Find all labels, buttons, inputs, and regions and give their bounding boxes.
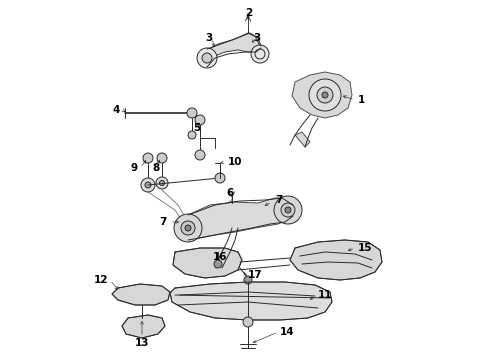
Text: 14: 14 bbox=[280, 327, 294, 337]
Text: 2: 2 bbox=[245, 8, 253, 18]
Text: 12: 12 bbox=[94, 275, 108, 285]
Circle shape bbox=[187, 108, 197, 118]
Text: 9: 9 bbox=[131, 163, 138, 173]
Circle shape bbox=[188, 131, 196, 139]
Text: 7: 7 bbox=[160, 217, 167, 227]
Circle shape bbox=[243, 317, 253, 327]
Circle shape bbox=[322, 92, 328, 98]
Circle shape bbox=[215, 173, 225, 183]
Polygon shape bbox=[122, 315, 165, 338]
Circle shape bbox=[244, 276, 252, 284]
Text: 4: 4 bbox=[113, 105, 120, 115]
Text: 3: 3 bbox=[253, 33, 260, 43]
Text: 11: 11 bbox=[318, 290, 333, 300]
Text: 6: 6 bbox=[226, 188, 234, 198]
Polygon shape bbox=[295, 132, 310, 147]
Text: 16: 16 bbox=[213, 252, 227, 262]
Circle shape bbox=[145, 182, 151, 188]
Circle shape bbox=[181, 221, 195, 235]
Text: 15: 15 bbox=[358, 243, 372, 253]
Text: 3: 3 bbox=[206, 33, 213, 43]
Circle shape bbox=[285, 207, 291, 213]
Polygon shape bbox=[290, 240, 382, 280]
Text: 17: 17 bbox=[248, 270, 263, 280]
Circle shape bbox=[317, 87, 333, 103]
Text: 10: 10 bbox=[228, 157, 243, 167]
Text: 7: 7 bbox=[275, 195, 282, 205]
Circle shape bbox=[309, 79, 341, 111]
Circle shape bbox=[141, 178, 155, 192]
Polygon shape bbox=[292, 72, 352, 118]
Circle shape bbox=[185, 225, 191, 231]
Polygon shape bbox=[207, 33, 260, 66]
Circle shape bbox=[214, 260, 222, 268]
Text: 8: 8 bbox=[152, 163, 159, 173]
Text: 1: 1 bbox=[358, 95, 365, 105]
Circle shape bbox=[195, 150, 205, 160]
Circle shape bbox=[274, 196, 302, 224]
Circle shape bbox=[197, 48, 217, 68]
Polygon shape bbox=[173, 248, 242, 278]
Polygon shape bbox=[185, 198, 295, 240]
Polygon shape bbox=[170, 282, 332, 320]
Circle shape bbox=[143, 153, 153, 163]
Circle shape bbox=[156, 177, 168, 189]
Circle shape bbox=[251, 45, 269, 63]
Circle shape bbox=[174, 214, 202, 242]
Circle shape bbox=[160, 180, 165, 185]
Text: 5: 5 bbox=[193, 123, 200, 133]
Circle shape bbox=[281, 203, 295, 217]
Polygon shape bbox=[112, 284, 170, 305]
Circle shape bbox=[202, 53, 212, 63]
Circle shape bbox=[157, 153, 167, 163]
Text: 13: 13 bbox=[135, 338, 149, 348]
Circle shape bbox=[195, 115, 205, 125]
